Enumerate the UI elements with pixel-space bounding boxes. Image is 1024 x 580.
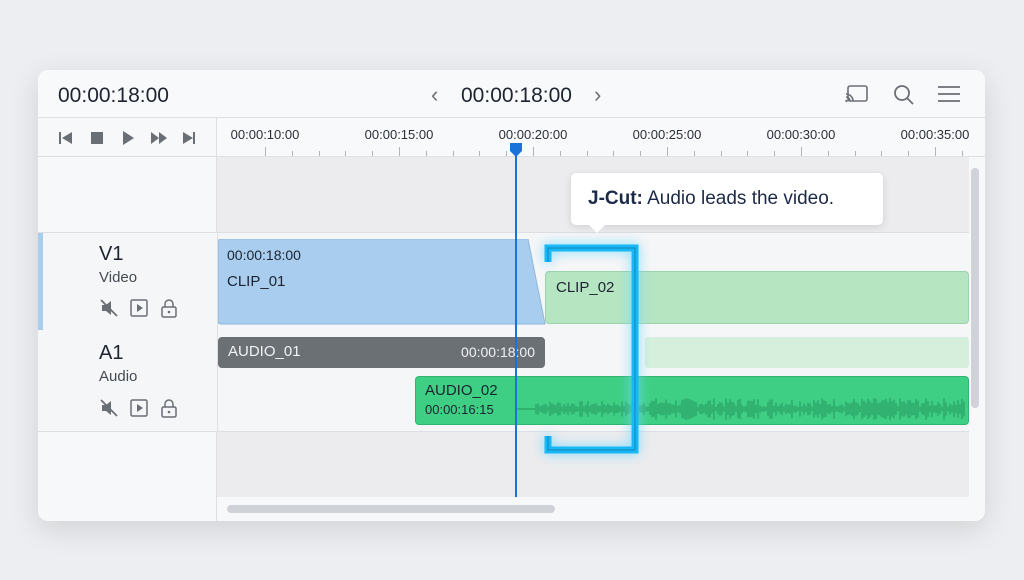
ruler-tick	[399, 147, 400, 156]
clip-02-name: CLIP_02	[556, 279, 615, 296]
search-icon[interactable]	[892, 83, 916, 107]
ruler-tick	[533, 147, 534, 156]
header: 00:00:18:00 ‹ 00:00:18:00 ›	[38, 70, 985, 118]
track-name: A1	[99, 342, 124, 364]
audio-02-clip[interactable]: AUDIO_02 00:00:16:15	[415, 376, 969, 425]
preview-icon[interactable]	[129, 298, 149, 318]
ruler-tick	[613, 151, 615, 156]
ruler-tick	[720, 151, 722, 156]
ruler-tick	[774, 151, 776, 156]
ruler-label: 00:00:15:00	[364, 127, 434, 142]
ruler-tick	[318, 151, 320, 156]
tooltip-text: Audio leads the video.	[642, 188, 835, 209]
vertical-scrollbar[interactable]	[971, 168, 979, 408]
skip-end-icon[interactable]	[181, 130, 197, 146]
ruler-label: 00:00:10:00	[230, 127, 300, 142]
track-name: V1	[99, 243, 124, 265]
ruler-tick	[506, 151, 508, 156]
playhead-line[interactable]	[515, 147, 517, 497]
horizontal-scrollbar[interactable]	[227, 505, 555, 513]
ruler-tick	[586, 151, 588, 156]
ruler-tick	[265, 147, 266, 156]
j-cut-bracket	[544, 244, 639, 454]
ruler-label: 00:00:25:00	[632, 127, 702, 142]
play-icon[interactable]	[120, 130, 136, 146]
ruler-tick	[479, 151, 481, 156]
tooltip-title: J-Cut:	[588, 188, 643, 209]
mute-icon[interactable]	[99, 298, 119, 318]
timeline-window: 00:00:18:00 ‹ 00:00:18:00 › 00:00:10:00 0…	[38, 70, 985, 521]
ruler-tick	[935, 147, 936, 156]
audio-02-extension	[645, 337, 969, 368]
audio-waveform	[516, 398, 965, 420]
lock-icon[interactable]	[159, 298, 179, 318]
fast-forward-icon[interactable]	[150, 130, 168, 146]
ruler-tick	[801, 147, 802, 156]
ruler-tick	[854, 151, 856, 156]
playhead-handle[interactable]	[510, 143, 522, 157]
audio-01-timecode: 00:00:18:00	[461, 344, 535, 360]
center-timecode[interactable]: 00:00:18:00	[461, 84, 572, 107]
ruler-tick	[908, 151, 910, 156]
skip-start-icon[interactable]	[58, 130, 74, 146]
time-ruler[interactable]: 00:00:10:00 00:00:15:00 00:00:20:00 00:00:2…	[217, 118, 985, 157]
ruler-tick	[452, 151, 454, 156]
ruler-tick	[961, 151, 963, 156]
cast-icon[interactable]	[845, 84, 869, 104]
audio-02-timecode: 00:00:16:15	[425, 402, 494, 417]
menu-icon[interactable]	[937, 85, 961, 105]
ruler-tick	[291, 151, 293, 156]
ruler-label: 00:00:30:00	[766, 127, 836, 142]
track-selected-indicator	[38, 233, 43, 331]
ruler-tick	[693, 151, 695, 156]
ruler-tick	[640, 151, 642, 156]
audio-01-name: AUDIO_01	[228, 343, 301, 360]
track-type: Video	[99, 269, 138, 286]
ruler-tick	[559, 151, 561, 156]
audio-02-name: AUDIO_02	[425, 382, 498, 399]
clip-01[interactable]	[218, 239, 548, 325]
track-type: Audio	[99, 368, 138, 385]
current-timecode: 00:00:18:00	[58, 84, 169, 107]
ruler-tick	[827, 151, 829, 156]
ruler-tick	[345, 151, 347, 156]
ruler-tick	[747, 151, 749, 156]
transport-controls	[38, 118, 217, 157]
stop-icon[interactable]	[89, 130, 105, 146]
ruler-label: 00:00:35:00	[900, 127, 970, 142]
audio-01-clip[interactable]: AUDIO_01 00:00:18:00	[218, 337, 545, 368]
ruler-tick	[425, 151, 427, 156]
preview-icon[interactable]	[129, 398, 149, 418]
ruler-tick	[667, 147, 668, 156]
ruler-label: 00:00:20:00	[498, 127, 568, 142]
ruler-tick	[881, 151, 883, 156]
lock-icon[interactable]	[159, 398, 179, 418]
chevron-right-icon[interactable]: ›	[594, 82, 602, 107]
clip-01-timecode: 00:00:18:00	[227, 247, 301, 263]
mute-icon[interactable]	[99, 398, 119, 418]
clip-02[interactable]: CLIP_02	[545, 271, 969, 324]
clip-01-name: CLIP_01	[227, 273, 286, 290]
ruler-tick	[372, 151, 374, 156]
j-cut-tooltip: J-Cut: Audio leads the video.	[571, 173, 883, 233]
chevron-left-icon[interactable]: ‹	[431, 82, 439, 107]
